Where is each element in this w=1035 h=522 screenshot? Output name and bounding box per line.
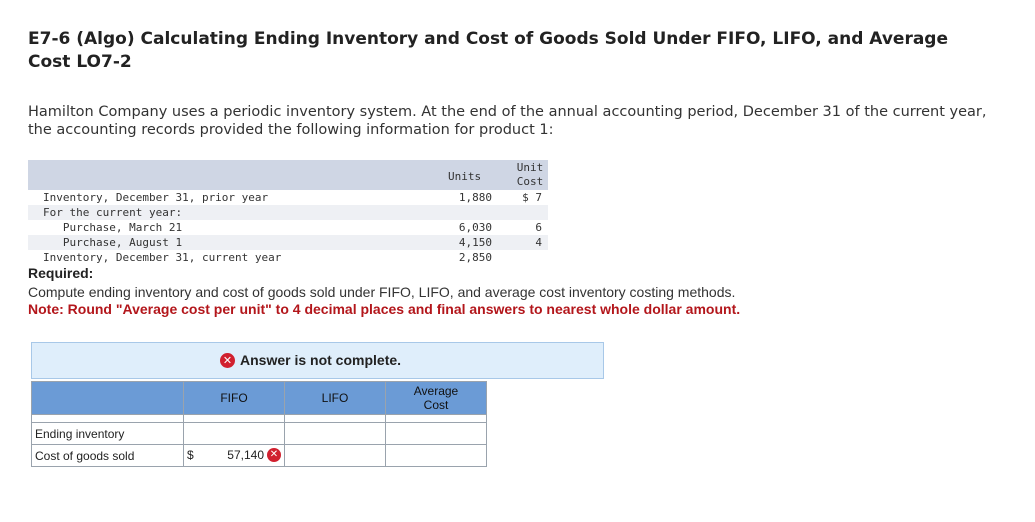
ending-inventory-fifo-cell[interactable]: [183, 422, 285, 445]
cogs-label: Cost of goods sold: [31, 444, 184, 467]
inventory-row: For the current year:: [28, 205, 548, 220]
cogs-avg-input[interactable]: [386, 445, 486, 466]
cogs-lifo-cell[interactable]: [284, 444, 386, 467]
answer-status-banner: ✕ Answer is not complete.: [31, 342, 604, 379]
answer-table: FIFO LIFO Average Cost Ending inventory …: [31, 381, 487, 467]
average-cost-header: Average Cost: [385, 381, 487, 415]
table-row: Ending inventory: [31, 422, 487, 445]
x-circle-icon: ✕: [267, 448, 281, 462]
ending-inventory-avg-cell[interactable]: [385, 422, 487, 445]
compute-instruction: Compute ending inventory and cost of goo…: [28, 284, 736, 300]
fifo-header: FIFO: [183, 381, 285, 415]
answer-status-text: Answer is not complete.: [240, 352, 402, 368]
lifo-header: LIFO: [284, 381, 386, 415]
inventory-row: Purchase, August 1 4,150 4: [28, 235, 548, 250]
inventory-row: Purchase, March 21 6,030 6: [43, 221, 542, 234]
unit-cost-header: Unit Cost: [516, 161, 544, 188]
page-title: E7-6 (Algo) Calculating Ending Inventory…: [28, 29, 949, 72]
units-header: Units: [448, 170, 482, 183]
ending-inventory-fifo-input[interactable]: [184, 423, 284, 444]
ending-inventory-avg-input[interactable]: [386, 423, 486, 444]
cogs-fifo-cell[interactable]: $ 57,140 ✕: [183, 444, 285, 467]
cogs-fifo-value[interactable]: 57,140: [227, 448, 264, 462]
answer-table-corner: [31, 381, 184, 415]
inventory-table-header: Units Unit Cost: [28, 160, 548, 190]
dollar-sign: $: [187, 448, 194, 462]
cogs-lifo-input[interactable]: [285, 445, 385, 466]
inventory-row: Inventory, December 31, prior year 1,880…: [43, 191, 542, 204]
x-circle-icon: ✕: [220, 352, 235, 368]
ending-inventory-label: Ending inventory: [31, 422, 184, 445]
intro-text: Hamilton Company uses a periodic invento…: [28, 104, 987, 138]
cogs-avg-cell[interactable]: [385, 444, 487, 467]
required-label: Required:: [28, 265, 94, 281]
inventory-row: Inventory, December 31, current year 2,8…: [43, 251, 492, 264]
ending-inventory-lifo-cell[interactable]: [284, 422, 386, 445]
ending-inventory-lifo-input[interactable]: [285, 423, 385, 444]
table-row: Cost of goods sold $ 57,140 ✕: [31, 444, 487, 467]
rounding-note: Note: Round "Average cost per unit" to 4…: [28, 301, 741, 317]
